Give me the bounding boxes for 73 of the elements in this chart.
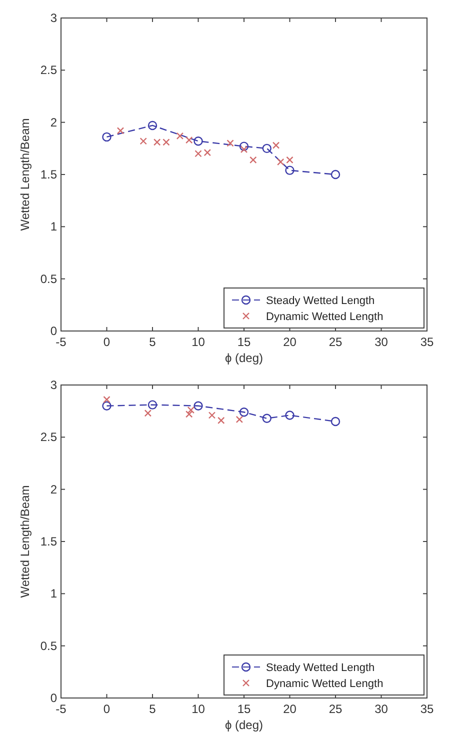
x-tick-label: 10: [192, 702, 206, 716]
point: [194, 136, 203, 146]
x-tick-label: 30: [374, 702, 388, 716]
y-tick-label: 3: [50, 11, 58, 25]
y-tick-label: 0.5: [40, 272, 58, 286]
y-tick-label: 1.5: [40, 534, 58, 548]
legend-label: Dynamic Wetted Length: [266, 311, 384, 323]
point: [186, 136, 193, 144]
point: [218, 416, 225, 424]
point: [187, 406, 195, 414]
y-tick-label: 2.5: [40, 63, 58, 78]
point: [239, 408, 249, 417]
point: [330, 416, 340, 426]
x-tick-label: 5: [149, 335, 156, 349]
point: [285, 410, 294, 420]
y-tick-label: 2: [50, 115, 58, 130]
point: [239, 142, 249, 151]
legend-label: Steady Wetted Length: [266, 662, 375, 674]
point: [240, 146, 248, 154]
point: [272, 142, 280, 149]
x-tick-label: 20: [283, 335, 297, 349]
x-tick-label: 5: [149, 702, 156, 716]
point: [236, 416, 244, 424]
x-tick-label: 15: [237, 335, 251, 349]
point: [250, 156, 257, 164]
point: [194, 401, 203, 410]
y-tick-label: 3: [50, 378, 58, 392]
point: [226, 140, 234, 147]
y-tick-label: 0: [50, 324, 58, 338]
x-tick-label: -5: [56, 335, 67, 349]
x-tick-label: 35: [420, 335, 434, 349]
x-tick-label: 15: [237, 702, 251, 716]
point: [140, 138, 147, 145]
point: [102, 132, 112, 142]
x-tick-label: 0: [103, 335, 110, 349]
y-tick-label: 1: [50, 220, 58, 234]
x-tick-label: -5: [56, 702, 67, 716]
point: [285, 166, 294, 175]
x-tick-label: 0: [103, 702, 110, 716]
point: [204, 148, 211, 156]
y-tick-label: 2: [50, 482, 58, 496]
point: [102, 401, 112, 410]
point: [103, 396, 110, 404]
y-tick-label: 1: [50, 586, 58, 601]
point: [186, 410, 193, 418]
y-tick-label: 1.5: [40, 168, 58, 182]
point: [148, 120, 158, 130]
y-tick-label: 2.5: [40, 430, 58, 444]
point: [148, 400, 158, 410]
x-axis-title: ϕ (deg): [224, 718, 264, 732]
point: [277, 158, 284, 166]
x-tick-label: 30: [374, 335, 388, 349]
legend-label: Steady Wetted Length: [266, 295, 375, 307]
x-tick-label: 25: [328, 335, 342, 349]
point: [144, 410, 152, 417]
x-tick-label: 20: [283, 702, 297, 716]
x-tick-label: 25: [328, 702, 342, 716]
point: [262, 144, 272, 154]
point: [262, 414, 272, 423]
point: [176, 132, 184, 140]
x-tick-label: 35: [420, 702, 434, 716]
legend-label: Dynamic Wetted Length: [266, 678, 384, 690]
point: [330, 170, 340, 180]
y-axis-title: Wetted Length/Beam: [18, 485, 32, 598]
y-tick-label: 0: [50, 691, 58, 705]
point: [194, 150, 202, 158]
x-tick-label: 10: [192, 335, 206, 349]
y-axis-title: Wetted Length/Beam: [18, 118, 32, 231]
x-axis-title: ϕ (deg): [224, 351, 264, 365]
y-tick-label: 0.5: [40, 638, 58, 653]
point: [208, 412, 216, 419]
point: [116, 127, 124, 134]
point: [286, 156, 294, 164]
